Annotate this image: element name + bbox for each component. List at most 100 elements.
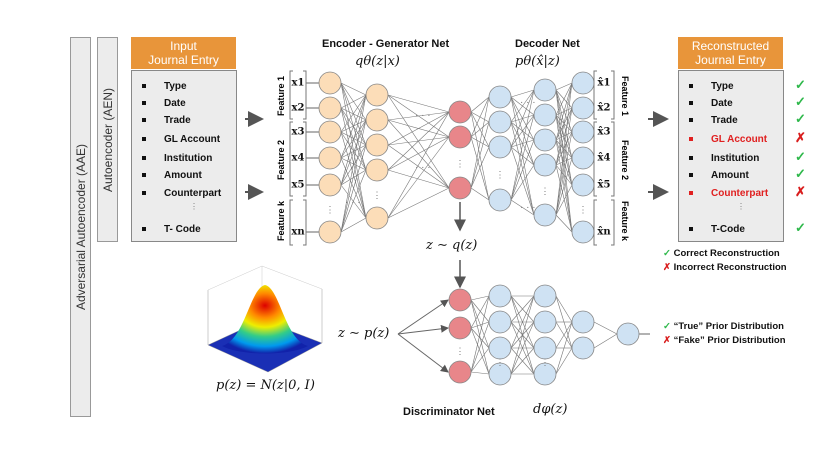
connection [387,136,450,219]
connection [470,96,490,113]
ellipsis-icon: ⋮ [579,205,588,215]
reconstructed-item: GL Account [689,134,767,145]
bullet-icon [689,173,693,178]
input-item: Date [142,98,186,109]
reconstructed-entry-list: Type Date Trade GL Account Institution Amount… [678,70,784,242]
bullet-icon [689,156,693,161]
encoder-input-node [318,96,342,120]
reconstructed-item-label: Amount [711,170,749,181]
latent-node [448,176,472,200]
connection [340,94,367,133]
connection [510,89,535,201]
output-feature-x2: x̂2 [597,102,611,114]
connection [555,82,573,91]
encoder-title: Encoder - Generator Net [322,38,450,50]
ellipsis-icon: ⋮ [326,205,335,215]
input-header: Input Journal Entry [131,37,236,69]
check-icon: ✓ [795,111,806,126]
decoder-hidden-node [533,78,557,102]
bullet-icon [142,137,146,142]
discriminator-input-node [448,288,472,312]
connection [510,114,535,148]
ellipsis-icon: · · · [520,202,536,213]
decoder-hidden-node [533,203,557,227]
connection [555,82,573,166]
encoder-formula: qθ(z|x) [355,54,400,69]
connection [387,111,450,219]
reconstructed-item-label: Counterpart [711,188,769,199]
discriminator-hidden-node [488,362,512,386]
connection [510,89,535,98]
connection [510,114,535,201]
connection [387,94,450,189]
ellipsis-icon: ⋮ [456,346,465,356]
check-icon: ✓ [795,77,806,92]
feature-label-out-2: Feature 2 [620,139,630,181]
reconstructed-item: Type [689,81,734,92]
connection [340,169,367,186]
encoder-input-node [318,173,342,197]
decoder-output-node [571,220,595,244]
connection [470,96,490,189]
ellipsis-icon: ⋮ [541,357,550,367]
aen-label: Autoencoder (AEN) [100,87,115,192]
connection [470,295,490,329]
connection [340,144,367,159]
cross-icon: ✗ [795,130,806,145]
encoder-hidden-node [365,206,389,230]
connection [470,121,490,189]
connection [510,295,535,349]
legend-correct: ✓ Correct Reconstruction [663,248,780,259]
discriminator-hidden-node [533,336,557,360]
connection [470,327,490,349]
connection [510,146,535,216]
input-item-label: Date [164,98,186,109]
reconstructed-item: Institution [689,153,759,164]
discriminator-hidden-node [488,310,512,334]
reconstructed-item-label: Institution [711,153,760,164]
bullet-icon [689,101,693,106]
decoder-output-node [571,173,595,197]
latent-node [448,100,472,124]
aae-frame: Adversarial Autoencoder (AAE) [70,37,91,417]
input-item-label: Institution [164,153,213,164]
encoder-hidden-node [365,108,389,132]
reconstructed-item-label: GL Account [711,134,768,145]
reconstructed-header-line1: Reconstructed [691,39,770,53]
output-feature-xn: x̂n [597,226,611,238]
connection [397,333,449,373]
connection [340,119,367,186]
legend-fake-prior: ✗ “Fake” Prior Distribution [663,335,786,346]
encoder-hidden-node [365,158,389,182]
ellipsis-icon: ⋮ [190,202,198,211]
connection [510,295,535,375]
aen-frame: Autoencoder (AEN) [97,37,118,242]
ellipsis-icon: ⋮ [737,202,745,211]
check-icon: ✓ [795,149,806,164]
ellipsis-icon: ⋮ [456,159,465,169]
connection [555,107,573,166]
connection [340,94,367,233]
discriminator-output-node [616,322,640,346]
connection [340,94,367,109]
legend-correct-label: Correct Reconstruction [673,248,780,259]
ellipsis-icon: · · · [520,97,536,108]
connection [470,327,490,375]
connection [470,295,490,373]
output-feature-x4: x̂4 [597,152,611,164]
connection [510,347,535,375]
connection [510,199,535,216]
feature-brackets [289,70,615,246]
reconstructed-header-line2: Journal Entry [695,53,766,67]
connection [555,107,573,216]
connection [510,139,535,201]
connection [470,146,490,189]
output-feature-x1: x̂1 [597,77,611,89]
bullet-icon [689,227,693,232]
connection [340,82,367,96]
connection [555,82,573,216]
check-icon: ✓ [663,248,671,259]
encoder-hidden-node [365,83,389,107]
legend-true-prior: ✓ “True” Prior Distribution [663,321,784,332]
